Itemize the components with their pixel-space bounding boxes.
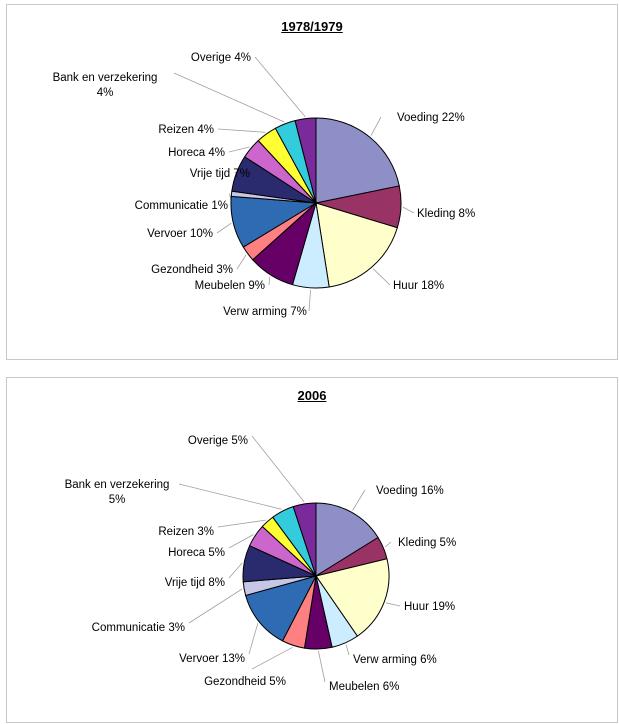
leader-line [254,56,306,117]
leader-line [236,254,247,270]
leader-line [216,222,232,234]
slice-label: Horeca 4% [168,147,225,159]
chart-title-2006: 2006 [297,388,327,403]
leader-line [173,72,285,123]
slice-label: Bank en verzekering 4% [53,72,158,99]
leader-line [308,289,311,312]
pie-slice [294,117,317,204]
leader-line [370,116,382,136]
leader-line [228,562,243,579]
leader-line [251,646,293,670]
slice-label: Vrije tijd 7% [190,168,250,180]
chart-panel-2006: 2006 Voeding 16% Kleding 5% Huur 19% Verw a… [6,377,618,723]
slice-label: Bank en verzekering 5% [65,479,170,506]
leader-line [251,435,305,503]
leader-line [188,588,243,624]
pie-slice [315,117,400,204]
slice-labels: Voeding 16% Kleding 5% Huur 19% Verw arming… [65,435,457,693]
chart-title-1978: 1978/1979 [281,19,343,34]
slice-label: Kleding 5% [398,537,456,549]
slice-label: Vervoer 13% [179,653,245,665]
pie-slices [242,502,390,650]
leader-line [345,644,350,656]
slice-label: Communicatie 3% [92,622,185,634]
pie-slice [245,575,317,642]
slice-label: Verw arming 7% [223,306,307,318]
slice-labels: Voeding 22% Kleding 8% Huur 18% Verw arming… [53,52,476,318]
slice-label: Voeding 22% [397,112,465,124]
leader-line [402,206,415,214]
slice-label: Gezondheid 5% [204,676,286,688]
slice-label: Meubelen 9% [195,280,265,292]
slice-label: Overige 5% [188,435,248,447]
leader-line [386,602,401,607]
slice-label: Reizen 4% [158,124,214,136]
pie-chart-2006: Voeding 16% Kleding 5% Huur 19% Verw arming… [65,435,457,693]
slice-label: Gezondheid 3% [151,264,233,276]
slice-label: Horeca 5% [168,547,225,559]
slice-label: Reizen 3% [158,526,214,538]
leader-line [228,534,254,549]
slice-label: Vrije tijd 8% [165,577,225,589]
slice-label: Verw arming 6% [353,654,437,666]
slice-label: Voeding 16% [376,485,444,497]
leader-line [372,268,391,286]
leader-line [178,483,282,510]
pie-slice [292,502,317,577]
pie-slices [230,117,402,289]
slice-label: Meubelen 6% [329,681,399,693]
leader-line [248,623,259,655]
chart-panel-1978: 1978/1979 Voeding 22% Kleding 8% Huur 18% V… [6,4,618,360]
pie-slice [315,202,398,288]
slice-label: Vervoer 10% [147,228,213,240]
pie-slice [315,502,379,577]
slice-label: Huur 18% [393,280,444,292]
slice-label: Communicatie 1% [135,200,228,212]
slice-label: Overige 4% [191,52,251,64]
pie-chart-1978: Voeding 22% Kleding 8% Huur 18% Verw arming… [53,52,476,318]
leader-line [228,146,250,153]
leader-line [217,519,267,528]
slice-label: Huur 19% [404,601,455,613]
leader-lines [178,435,401,683]
slice-label: Kleding 8% [417,208,475,220]
leader-line [268,276,271,286]
leader-line [384,541,392,548]
leader-line [217,128,266,133]
leader-line [318,650,326,683]
pie-slice [315,558,390,637]
leader-line [352,489,366,511]
